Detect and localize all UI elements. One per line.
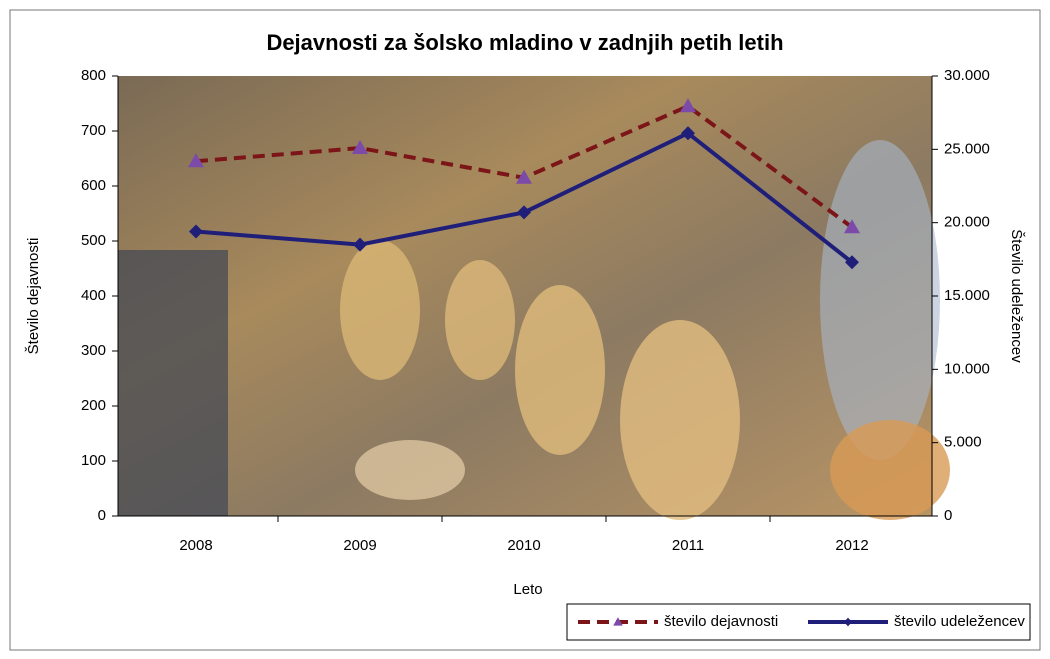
y2-tick-label: 5.000: [944, 434, 982, 451]
y2-axis-label: Število udeležencev: [1008, 229, 1025, 363]
y2-tick-label: 15.000: [944, 287, 990, 304]
marker: [843, 617, 853, 627]
marker: [680, 98, 696, 113]
x-tick-label: 2009: [343, 537, 376, 554]
marker: [613, 617, 623, 626]
x-tick-label: 2012: [835, 537, 868, 554]
y-tick-label: 800: [81, 67, 106, 84]
legend-label: število dejavnosti: [664, 613, 778, 630]
marker: [517, 205, 531, 220]
y2-tick-label: 10.000: [944, 360, 990, 377]
marker: [189, 224, 203, 239]
y-tick-label: 200: [81, 397, 106, 414]
y-tick-label: 0: [98, 507, 106, 524]
marker: [352, 140, 368, 155]
legend-label: število udeležencev: [894, 613, 1025, 630]
background-photo: [118, 76, 950, 520]
x-tick-label: 2011: [672, 537, 704, 554]
chart-title: Dejavnosti za šolsko mladino v zadnjih p…: [266, 30, 783, 55]
x-tick-label: 2010: [507, 537, 540, 554]
y-tick-label: 600: [81, 177, 106, 194]
x-tick-label: 2008: [179, 537, 212, 554]
y2-tick-label: 0: [944, 507, 952, 524]
y-tick-label: 500: [81, 232, 106, 249]
y-axis-label: Število dejavnosti: [25, 238, 42, 355]
y2-tick-label: 25.000: [944, 140, 990, 157]
marker: [516, 169, 532, 184]
y2-tick-label: 30.000: [944, 67, 990, 84]
marker: [353, 237, 367, 252]
x-axis-label: Leto: [513, 581, 542, 598]
y-tick-label: 100: [81, 452, 106, 469]
y-tick-label: 700: [81, 122, 106, 139]
y-tick-label: 300: [81, 342, 106, 359]
marker: [681, 126, 695, 141]
y2-tick-label: 20.000: [944, 214, 990, 231]
marker: [845, 255, 859, 270]
y-tick-label: 400: [81, 287, 106, 304]
marker: [844, 219, 860, 234]
marker: [188, 153, 204, 168]
